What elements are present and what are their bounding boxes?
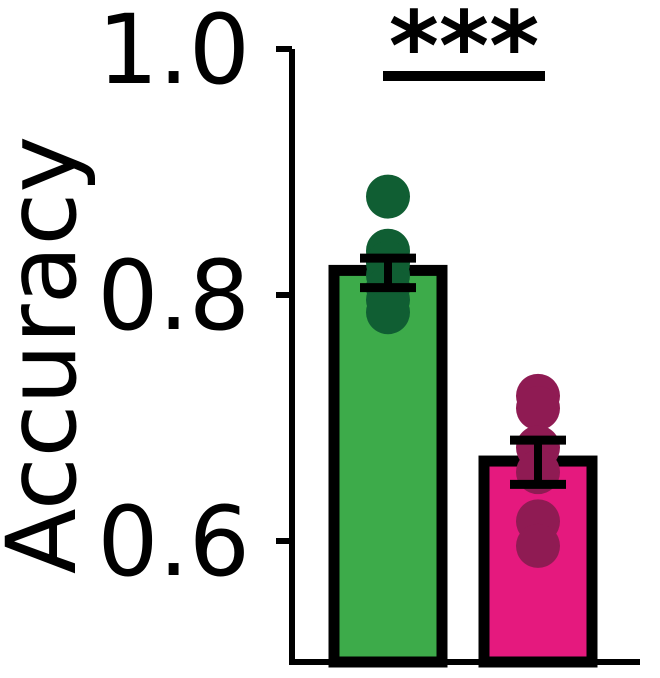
y-tick-label: 0.6 <box>97 486 250 598</box>
y-axis-label: Accuracy <box>0 136 98 574</box>
significance-annotation: *** <box>383 0 545 103</box>
y-tick-label: 1.0 <box>97 0 250 106</box>
data-point <box>516 386 560 431</box>
significance-stars: *** <box>389 0 540 103</box>
data-point <box>366 290 410 335</box>
bars-layer <box>328 264 598 668</box>
y-ticks: 0.6 0.8 1.0 <box>97 0 292 598</box>
data-point <box>366 174 410 219</box>
y-tick-label: 0.8 <box>97 240 250 352</box>
error-bars-layer <box>360 253 566 489</box>
data-point <box>516 523 560 568</box>
